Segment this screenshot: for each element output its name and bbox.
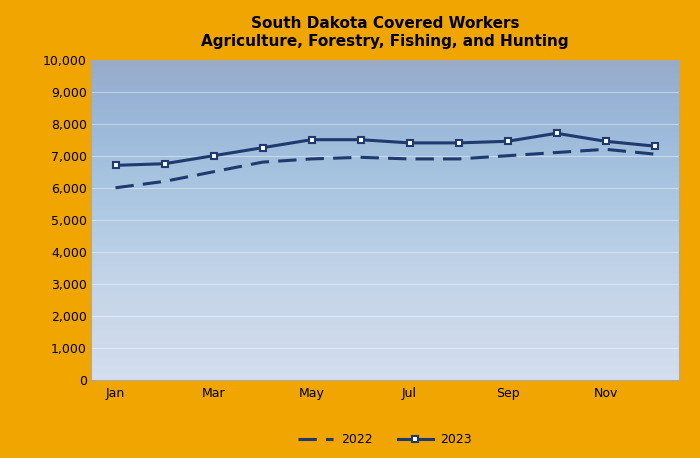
2022 xyxy=(258,159,267,165)
Legend: 2022, 2023: 2022, 2023 xyxy=(293,428,477,451)
2023 xyxy=(209,153,218,158)
2023 xyxy=(258,145,267,151)
2023 xyxy=(650,143,659,149)
2022 xyxy=(552,150,561,155)
2023 xyxy=(307,137,316,142)
2023 xyxy=(356,137,365,142)
2022 xyxy=(307,156,316,162)
2023 xyxy=(503,138,512,144)
2022 xyxy=(650,151,659,157)
2023 xyxy=(601,138,610,144)
2023 xyxy=(454,140,463,146)
2022 xyxy=(601,147,610,152)
2022 xyxy=(503,153,512,158)
2023 xyxy=(160,161,169,167)
Line: 2022: 2022 xyxy=(116,149,654,188)
Line: 2023: 2023 xyxy=(113,130,657,169)
Title: South Dakota Covered Workers
Agriculture, Forestry, Fishing, and Hunting: South Dakota Covered Workers Agriculture… xyxy=(201,16,569,49)
2023 xyxy=(405,140,414,146)
2022 xyxy=(111,185,120,191)
2022 xyxy=(160,179,169,184)
2023 xyxy=(111,163,120,168)
2023 xyxy=(552,131,561,136)
2022 xyxy=(454,156,463,162)
2022 xyxy=(405,156,414,162)
2022 xyxy=(356,155,365,160)
2022 xyxy=(209,169,218,174)
